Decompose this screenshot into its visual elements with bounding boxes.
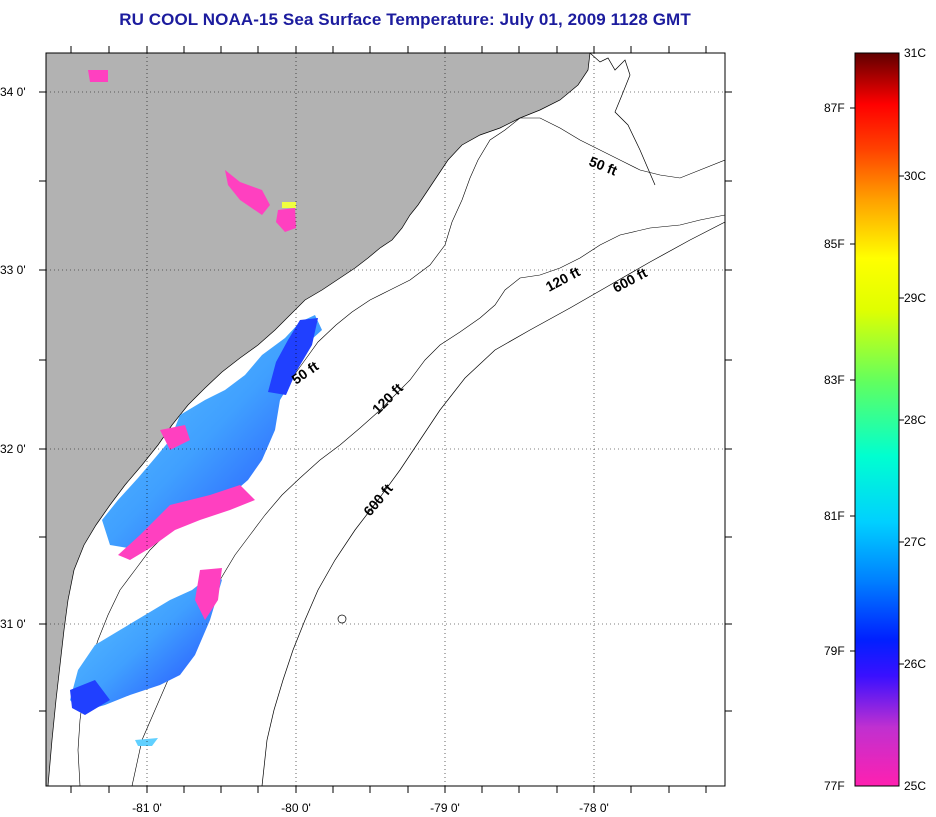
lat-label: 34 0' bbox=[0, 85, 26, 99]
colorbar-celsius-label: 25C bbox=[904, 779, 927, 793]
colorbar-fahrenheit-label: 83F bbox=[824, 373, 845, 387]
land-mass bbox=[46, 53, 591, 786]
sst-data-layer bbox=[70, 70, 322, 746]
lon-label: -78 0' bbox=[579, 801, 609, 815]
lat-label: 32 0' bbox=[0, 442, 26, 456]
colorbar-celsius-label: 26C bbox=[904, 657, 927, 671]
lon-label: -81 0' bbox=[132, 801, 162, 815]
colorbar-fahrenheit-label: 85F bbox=[824, 237, 845, 251]
lat-label: 31 0' bbox=[0, 617, 26, 631]
colorbar-fahrenheit-label: 81F bbox=[824, 509, 845, 523]
colorbar-celsius-label: 31C bbox=[904, 46, 927, 60]
colorbar-fahrenheit-label: 87F bbox=[824, 101, 845, 115]
map-title: RU COOL NOAA-15 Sea Surface Temperature:… bbox=[119, 10, 691, 29]
colorbar-celsius-label: 28C bbox=[904, 413, 927, 427]
lon-label: -80 0' bbox=[281, 801, 311, 815]
colorbar-celsius-label: 29C bbox=[904, 291, 927, 305]
colorbar bbox=[854, 52, 900, 787]
map-frame bbox=[45, 52, 726, 787]
lat-label: 33 0' bbox=[0, 263, 26, 277]
colorbar-fahrenheit-label: 79F bbox=[824, 644, 845, 658]
colorbar-celsius-label: 30C bbox=[904, 169, 927, 183]
axis-ticks bbox=[39, 46, 732, 793]
colorbar-celsius-label: 27C bbox=[904, 535, 927, 549]
lon-label: -79 0' bbox=[430, 801, 460, 815]
colorbar-fahrenheit-label: 77F bbox=[824, 779, 845, 793]
